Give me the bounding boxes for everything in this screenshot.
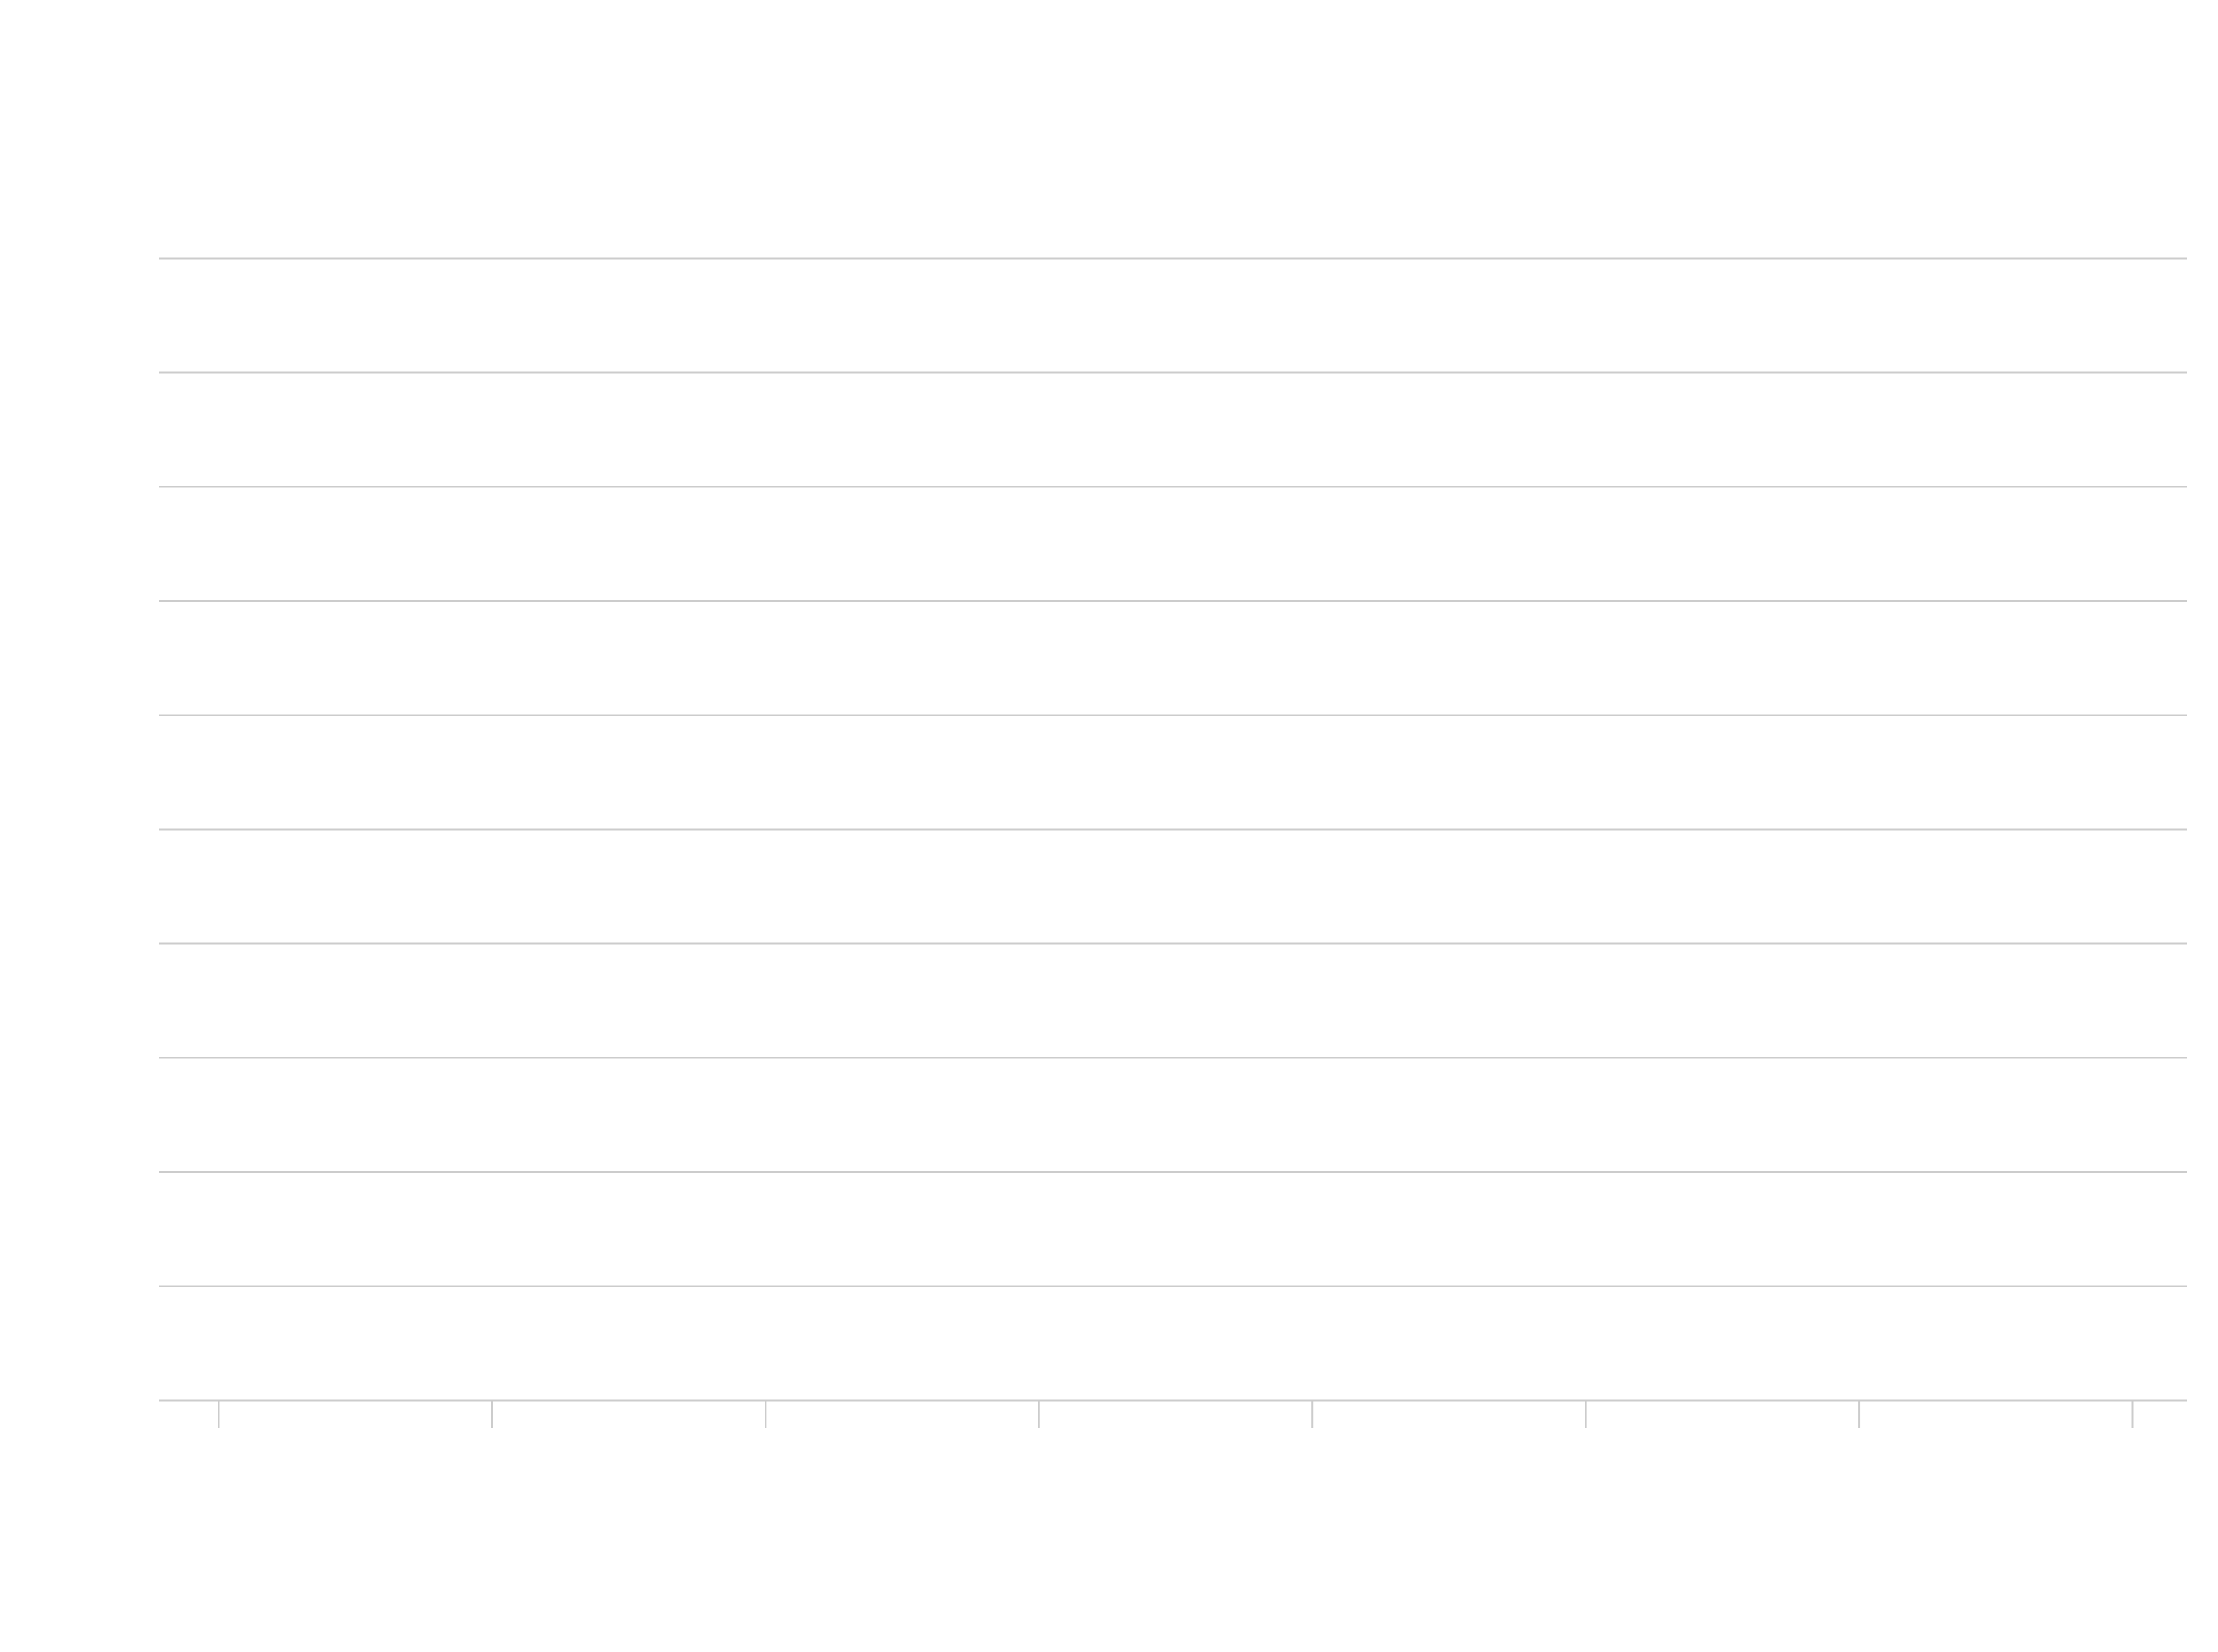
- y-gridlines: [159, 257, 2187, 1402]
- x-axis: [218, 1400, 2134, 1428]
